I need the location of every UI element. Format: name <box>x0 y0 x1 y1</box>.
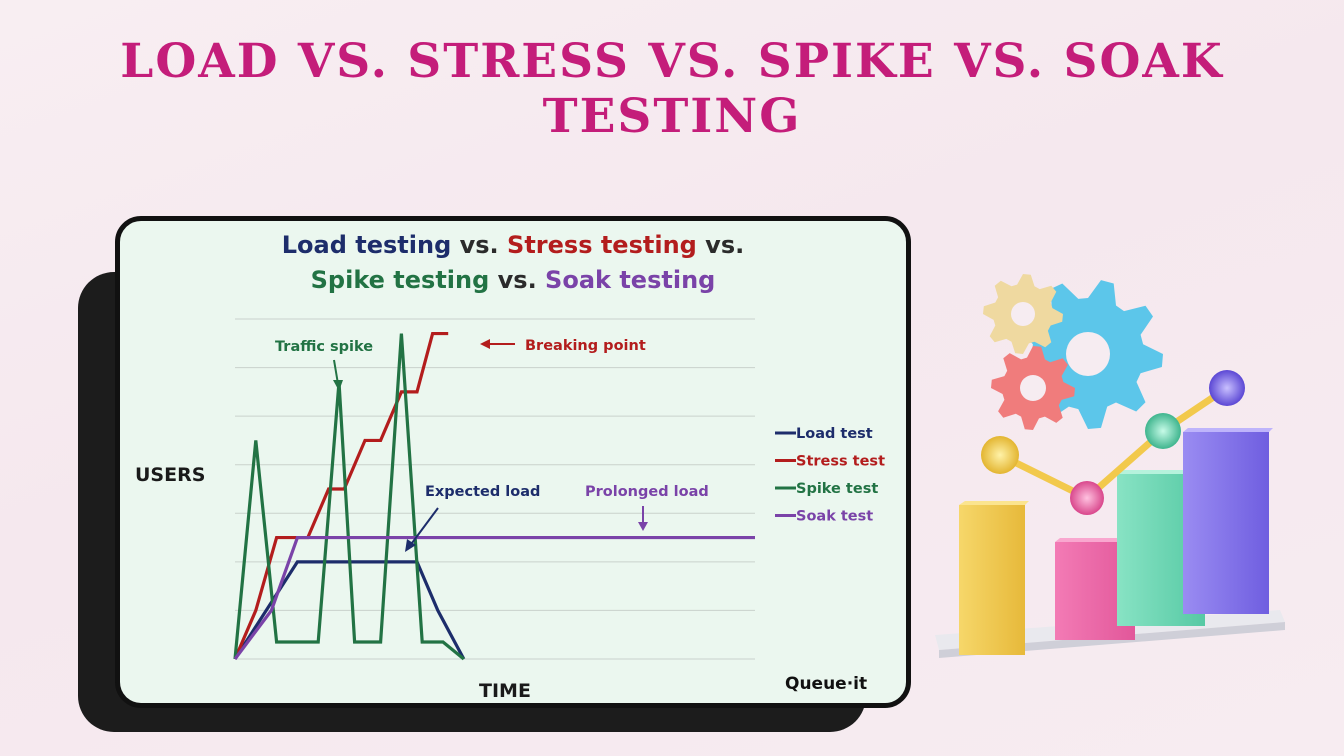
node-violet <box>1209 370 1245 406</box>
line-chart: USERS TIME Load test Stress test Spike test S… <box>135 318 885 702</box>
chart-title-line-1: Load testing vs. Stress testing vs. <box>120 231 906 259</box>
page-title: LOAD VS. STRESS VS. SPIKE VS. SOAK TESTI… <box>120 34 1224 144</box>
title-segment: vs. <box>489 266 546 294</box>
annotation-arrowhead <box>480 339 490 349</box>
annotation-arrowhead <box>333 380 343 391</box>
annotation-breaking-point: Breaking point <box>525 338 646 354</box>
annotation-prolonged-load: Prolonged load <box>585 484 709 500</box>
title-segment: Load testing <box>281 231 452 259</box>
series-line-soak-test <box>233 535 755 660</box>
trend-line <box>996 384 1231 503</box>
gear-hole <box>1066 332 1110 376</box>
title-segment: vs. <box>696 231 745 259</box>
x-axis-label: TIME <box>479 680 531 702</box>
node-yellow <box>981 436 1019 474</box>
bar-top <box>959 501 1029 505</box>
bar-top <box>1183 428 1273 432</box>
legend-item: Load test <box>796 426 873 442</box>
title-segment: vs. <box>451 231 508 259</box>
legend-item: Spike test <box>796 481 878 497</box>
title-segment: Spike testing <box>310 266 490 294</box>
annotation-traffic-spike: Traffic spike <box>275 339 373 355</box>
annotation-arrow <box>411 507 439 544</box>
series-line-stress-test <box>233 331 449 660</box>
gear-hole <box>1020 375 1046 401</box>
y-axis-label: USERS <box>135 464 205 486</box>
brand-logo: Queue·it <box>785 674 867 694</box>
legend-item: Soak test <box>796 509 873 525</box>
annotation-arrowhead <box>405 539 416 552</box>
gears-and-bars-illustration <box>935 274 1285 658</box>
title-segment: Stress testing <box>507 231 697 259</box>
chart-card: Load testing vs. Stress testing vs. Spik… <box>115 216 911 708</box>
title-segment: Soak testing <box>545 266 716 294</box>
gear-hole <box>1011 302 1035 326</box>
bar-yellow <box>959 505 1025 655</box>
annotation-expected-load: Expected load <box>425 484 540 500</box>
chart-title-line-2: Spike testing vs. Soak testing <box>120 266 906 294</box>
bar-violet <box>1183 432 1269 614</box>
node-green <box>1145 413 1181 449</box>
gear-cream-icon <box>983 274 1063 354</box>
legend-item: Stress test <box>796 454 885 470</box>
series-line-spike-test <box>233 333 465 661</box>
annotation-arrowhead <box>638 522 648 531</box>
node-pink <box>1070 481 1104 515</box>
gear-red-icon <box>991 346 1075 430</box>
